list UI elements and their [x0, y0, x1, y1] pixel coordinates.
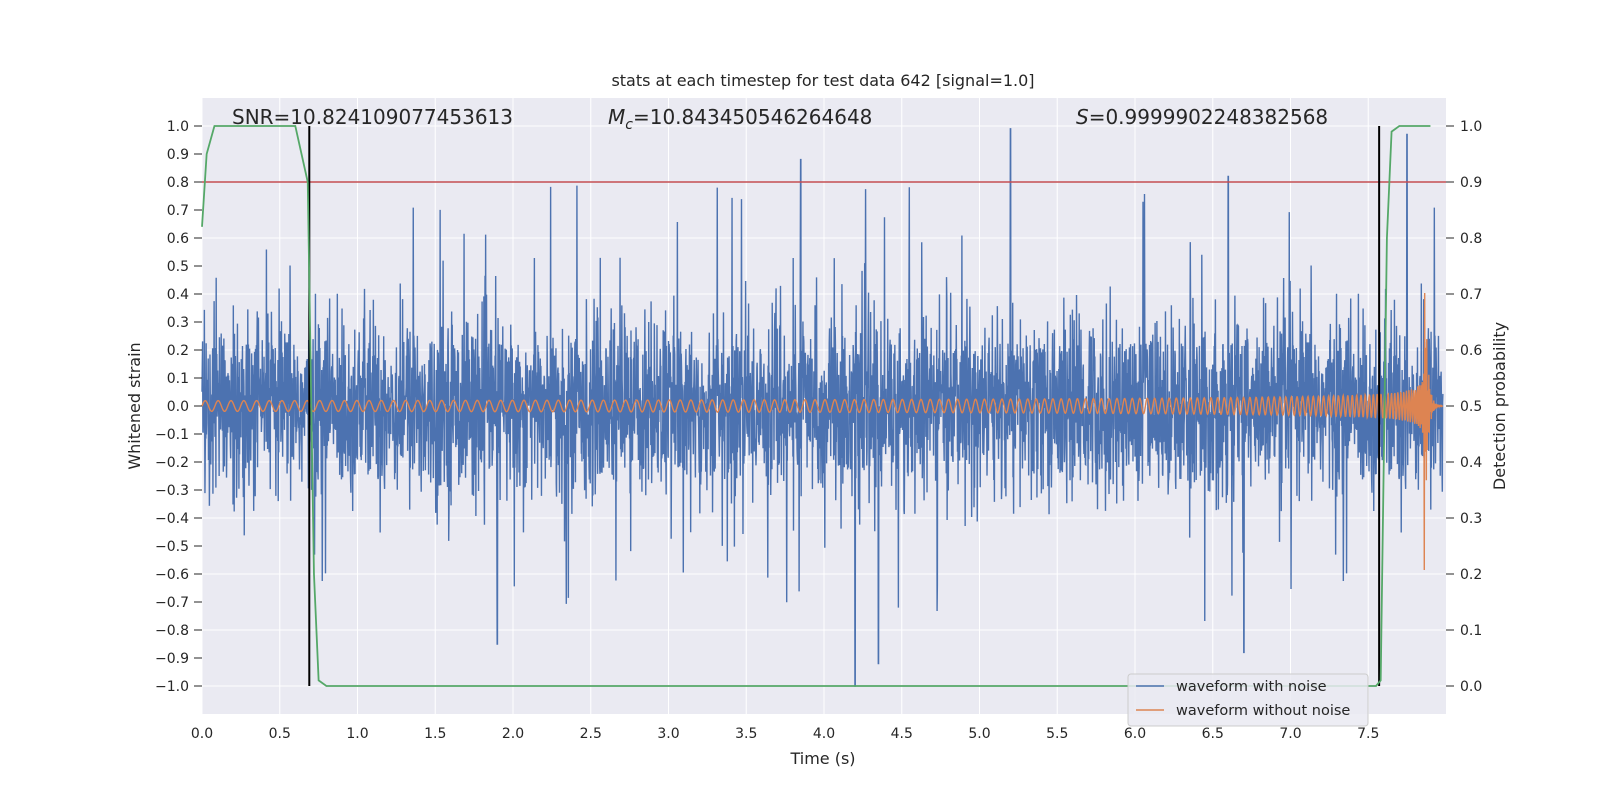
y-left-tick-label: −0.3 — [155, 483, 189, 499]
x-tick-label: 5.5 — [1046, 726, 1068, 742]
score-annotation: S=0.9999902248382568 — [1076, 105, 1328, 129]
y-right-tick-label: 0.6 — [1460, 343, 1482, 359]
y-left-tick-label: −0.2 — [155, 455, 189, 471]
y-left-tick-label: 0.6 — [167, 231, 189, 247]
chirp-mass-symbol: M — [608, 105, 625, 129]
y-right-tick-label: 0.7 — [1460, 287, 1482, 303]
y-right-tick-label: 1.0 — [1460, 119, 1482, 135]
x-tick-label: 0.0 — [191, 726, 213, 742]
y-left-tick-label: 0.7 — [167, 203, 189, 219]
x-axis-ticks: 0.0 0.5 1.0 1.5 2.0 2.5 3.0 3.5 4.0 4.5 5.0 5.5 6.0 6… — [191, 726, 1380, 742]
y-left-tick-label: −0.5 — [155, 539, 189, 555]
x-tick-label: 3.5 — [735, 726, 757, 742]
y-left-tick-label: −0.6 — [155, 567, 189, 583]
score-symbol: S — [1076, 105, 1089, 129]
series-detection-probability — [201, 125, 1431, 687]
y-left-tick-label: 1.0 — [167, 119, 189, 135]
y-left-tick-label: −0.4 — [155, 511, 189, 527]
y-left-tick-label: −0.1 — [155, 427, 189, 443]
x-tick-label: 1.5 — [424, 726, 446, 742]
legend-label-clean: waveform without noise — [1176, 703, 1350, 719]
y-right-tick-label: 0.5 — [1460, 399, 1482, 415]
y-right-tick-label: 0.4 — [1460, 455, 1482, 471]
y-left-tick-label: −1.0 — [155, 679, 189, 695]
x-tick-label: 0.5 — [269, 726, 291, 742]
plot-area — [201, 125, 1446, 687]
x-tick-label: 5.0 — [968, 726, 990, 742]
x-tick-label: 2.0 — [502, 726, 524, 742]
y-left-tick-label: −0.8 — [155, 623, 189, 639]
y-axis-right-label: Detection probability — [1490, 322, 1509, 490]
score-value: =0.9999902248382568 — [1089, 105, 1328, 129]
snr-annotation: SNR=10.824109077453613 — [232, 105, 513, 129]
legend: waveform with noise waveform without noi… — [1127, 673, 1369, 727]
chart-title: stats at each timestep for test data 642… — [611, 71, 1034, 90]
y-right-tick-label: 0.8 — [1460, 231, 1482, 247]
chirp-mass-value: =10.843450546264648 — [633, 105, 872, 129]
x-tick-label: 7.0 — [1279, 726, 1301, 742]
y-left-tick-label: 0.0 — [167, 399, 189, 415]
x-tick-label: 1.0 — [346, 726, 368, 742]
x-tick-label: 6.5 — [1202, 726, 1224, 742]
y-right-tick-label: 0.1 — [1460, 623, 1482, 639]
y-right-tick-label: 0.9 — [1460, 175, 1482, 191]
series-waveform-with-noise — [201, 128, 1444, 687]
y-left-tick-label: 0.2 — [167, 343, 189, 359]
x-tick-label: 3.0 — [657, 726, 679, 742]
x-tick-label: 4.0 — [813, 726, 835, 742]
y-right-tick-label: 0.2 — [1460, 567, 1482, 583]
y-left-tick-label: 0.1 — [167, 371, 189, 387]
x-tick-label: 4.5 — [891, 726, 913, 742]
legend-label-noise: waveform with noise — [1176, 679, 1327, 695]
y-left-tick-label: −0.9 — [155, 651, 189, 667]
y-axis-right-ticks: 1.0 0.9 0.8 0.7 0.6 0.5 0.4 0.3 0.2 0.1 0.0 — [1446, 119, 1482, 695]
x-tick-label: 7.5 — [1357, 726, 1379, 742]
y-axis-left-ticks: 1.0 0.9 0.8 0.7 0.6 0.5 0.4 0.3 0.2 0.1 0.0 −0.1 −0.… — [155, 119, 202, 695]
chirp-mass-annotation: Mc=10.843450546264648 — [608, 105, 872, 133]
x-tick-label: 2.5 — [580, 726, 602, 742]
y-right-tick-label: 0.3 — [1460, 511, 1482, 527]
y-right-tick-label: 0.0 — [1460, 679, 1482, 695]
chirp-mass-subscript: c — [625, 117, 633, 133]
y-left-tick-label: 0.4 — [167, 287, 189, 303]
y-left-tick-label: −0.7 — [155, 595, 189, 611]
legend-box — [1127, 673, 1369, 727]
y-left-tick-label: 0.3 — [167, 315, 189, 331]
y-left-tick-label: 0.5 — [167, 259, 189, 275]
y-axis-left-label: Whitened strain — [125, 342, 144, 469]
x-tick-label: 6.0 — [1124, 726, 1146, 742]
y-left-tick-label: 0.8 — [167, 175, 189, 191]
x-axis-label: Time (s) — [789, 749, 855, 768]
y-left-tick-label: 0.9 — [167, 147, 189, 163]
series-waveform-without-noise — [201, 292, 1444, 571]
